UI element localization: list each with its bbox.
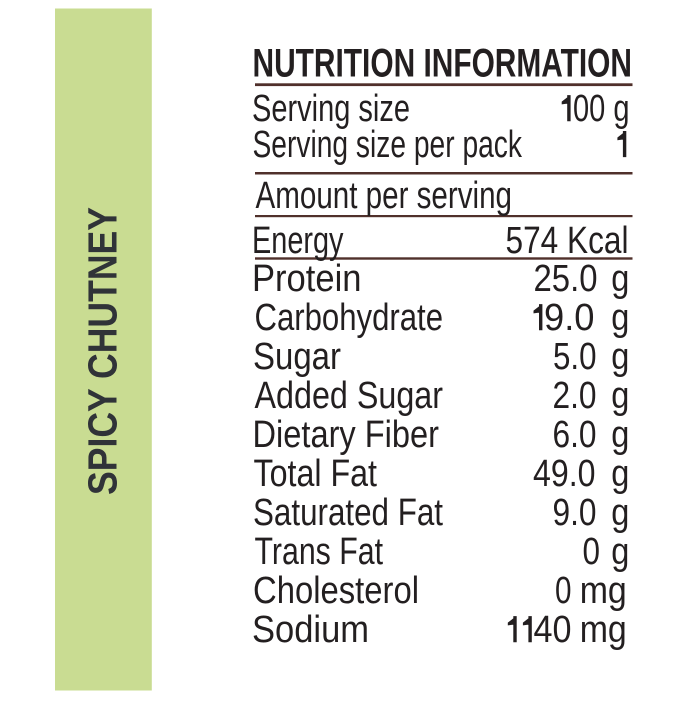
svg-text:Carbohydrate: Carbohydrate (255, 297, 444, 339)
svg-text:5.0: 5.0 (553, 336, 597, 378)
svg-text:g: g (611, 297, 629, 339)
svg-text:Amount per serving: Amount per serving (256, 175, 513, 217)
svg-text:g: g (611, 531, 629, 573)
svg-text:Total Fat: Total Fat (254, 453, 378, 495)
svg-text:9.0: 9.0 (544, 297, 595, 339)
svg-text:Serving size: Serving size (252, 88, 410, 130)
svg-text:0: 0 (583, 531, 601, 573)
svg-text:Saturated Fat: Saturated Fat (253, 492, 443, 534)
svg-text:mg: mg (580, 609, 627, 651)
svg-text:2.0: 2.0 (553, 375, 597, 417)
svg-text:SPICY CHUTNEY: SPICY CHUTNEY (80, 207, 126, 495)
svg-text:00 g: 00 g (573, 88, 630, 130)
svg-text:Serving size per pack: Serving size per pack (253, 124, 523, 166)
svg-text:g: g (611, 258, 629, 300)
svg-text:NUTRITION INFORMATION: NUTRITION INFORMATION (253, 42, 633, 86)
svg-text:g: g (611, 375, 629, 417)
svg-text:Sodium: Sodium (252, 609, 369, 651)
svg-text:g: g (611, 453, 629, 495)
svg-text:Added Sugar: Added Sugar (255, 375, 444, 417)
svg-text:mg: mg (580, 570, 627, 612)
svg-text:0: 0 (555, 570, 572, 612)
svg-text:574 Kcal: 574 Kcal (506, 220, 629, 262)
svg-text:9.0: 9.0 (553, 492, 597, 534)
svg-text:6.0: 6.0 (553, 414, 597, 456)
svg-text:g: g (611, 336, 629, 378)
svg-text:40: 40 (534, 609, 572, 651)
svg-text:49.0: 49.0 (533, 453, 596, 495)
svg-text:Dietary Fiber: Dietary Fiber (253, 414, 440, 456)
svg-text:Sugar: Sugar (253, 336, 341, 378)
svg-text:Trans Fat: Trans Fat (255, 531, 384, 573)
svg-text:g: g (611, 492, 629, 534)
svg-text:25.0: 25.0 (534, 258, 598, 300)
svg-text:Cholesterol: Cholesterol (253, 570, 419, 612)
svg-text:Protein: Protein (252, 258, 362, 300)
svg-text:Energy: Energy (252, 220, 344, 262)
svg-text:g: g (611, 414, 629, 456)
